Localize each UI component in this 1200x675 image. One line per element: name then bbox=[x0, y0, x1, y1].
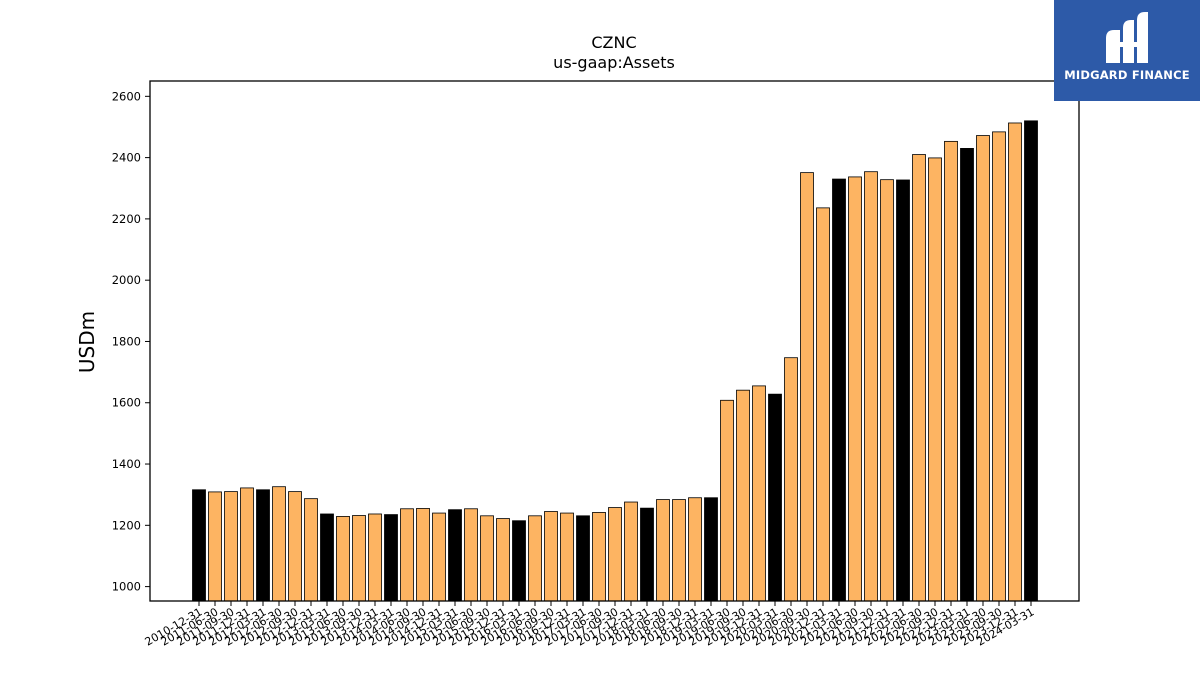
bar-2023-03-31 bbox=[976, 135, 990, 602]
bar-2023-12-31 bbox=[1024, 120, 1038, 602]
bar-2021-09-30 bbox=[880, 179, 894, 602]
bar-2016-03-31 bbox=[528, 515, 542, 602]
bar-2022-06-30 bbox=[928, 157, 942, 602]
y-axis-ticks: 1000 1200 1400 1600 1800 2000 2200 2400 2600 bbox=[112, 89, 150, 594]
bar-2013-03-31 bbox=[336, 516, 350, 602]
bar-2021-03-31 bbox=[848, 176, 862, 602]
y-tick-label: 2200 bbox=[112, 212, 141, 226]
bar-2017-03-31 bbox=[592, 512, 606, 602]
bar-2013-09-30 bbox=[368, 513, 382, 602]
bar-2017-09-30 bbox=[624, 501, 638, 602]
bar-2018-03-31 bbox=[656, 499, 670, 602]
bar-2012-09-30 bbox=[304, 498, 318, 602]
bar-2020-06-30 bbox=[800, 172, 814, 602]
y-tick-label: 1600 bbox=[112, 396, 141, 410]
bar-2019-12-31 bbox=[768, 393, 782, 602]
bar-2011-09-30 bbox=[240, 487, 254, 602]
y-tick-label: 2400 bbox=[112, 151, 141, 165]
bar-2016-06-30 bbox=[544, 511, 558, 602]
y-tick-label: 1200 bbox=[112, 518, 141, 532]
bar-2011-06-30 bbox=[224, 491, 238, 602]
bar-2015-12-31 bbox=[512, 520, 526, 602]
bar-2015-09-30 bbox=[496, 518, 510, 602]
bar-2013-12-31 bbox=[384, 514, 398, 602]
bar-2022-12-31 bbox=[960, 148, 974, 602]
bar-2015-06-30 bbox=[480, 515, 494, 602]
bar-2019-09-30 bbox=[752, 385, 766, 602]
bar-2018-06-30 bbox=[672, 499, 686, 602]
bar-2023-06-30 bbox=[992, 131, 1006, 602]
y-tick-label: 2000 bbox=[112, 273, 141, 287]
bar-2014-06-30 bbox=[416, 508, 430, 602]
bar-2017-12-31 bbox=[640, 507, 654, 602]
bar-2011-12-31 bbox=[256, 489, 270, 602]
y-tick-label: 2600 bbox=[112, 89, 141, 103]
logo-text: MIDGARD FINANCE bbox=[1064, 68, 1190, 82]
bar-2017-06-30 bbox=[608, 507, 622, 602]
bar-2015-03-31 bbox=[464, 508, 478, 602]
bar-2014-03-31 bbox=[400, 508, 414, 602]
bar-2018-12-31 bbox=[704, 497, 718, 602]
midgard-finance-logo: MIDGARD FINANCE bbox=[1054, 0, 1200, 101]
bar-2020-12-31 bbox=[832, 178, 846, 602]
bar-2012-12-31 bbox=[320, 513, 334, 602]
bar-2019-06-30 bbox=[736, 389, 750, 602]
bar-2016-12-31 bbox=[576, 515, 590, 602]
y-tick-label: 1800 bbox=[112, 334, 141, 348]
bar-2011-03-31 bbox=[208, 491, 222, 602]
chart-title: CZNC bbox=[591, 33, 636, 52]
y-tick-label: 1400 bbox=[112, 457, 141, 471]
plot-frame bbox=[149, 80, 1080, 602]
bar-2019-03-31 bbox=[720, 399, 734, 602]
bar-2013-06-30 bbox=[352, 515, 366, 602]
bar-2020-03-31 bbox=[784, 357, 798, 602]
bar-2010-12-31 bbox=[192, 489, 206, 602]
y-tick-label: 1000 bbox=[112, 580, 141, 594]
bar-2021-06-30 bbox=[864, 171, 878, 602]
bar-2018-09-30 bbox=[688, 497, 702, 602]
bar-2014-09-30 bbox=[432, 512, 446, 602]
chart-subtitle: us-gaap:Assets bbox=[553, 53, 675, 72]
bar-2022-09-30 bbox=[944, 140, 958, 602]
bar-2022-03-31 bbox=[912, 154, 926, 602]
bars-group bbox=[192, 120, 1038, 602]
bar-2012-06-30 bbox=[288, 491, 302, 602]
bar-2023-09-30 bbox=[1008, 122, 1022, 602]
bar-2021-12-31 bbox=[896, 179, 910, 602]
bar-2014-12-31 bbox=[448, 509, 462, 602]
bar-2020-09-30 bbox=[816, 207, 830, 602]
y-axis-label: USDm bbox=[75, 311, 99, 373]
bar-2016-09-30 bbox=[560, 512, 574, 602]
midgard-logo-mark-icon bbox=[1106, 12, 1148, 63]
bar-2012-03-31 bbox=[272, 486, 286, 602]
x-axis-ticks: 2010-12-312011-06-302011-09-302011-12-31… bbox=[143, 601, 1037, 649]
